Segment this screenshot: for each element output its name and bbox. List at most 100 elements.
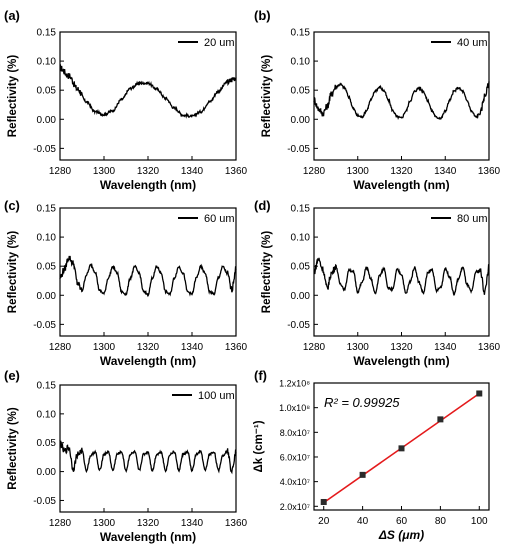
x-tick-label: 1360 xyxy=(478,166,501,177)
y-axis-title: Reflectivity (%) xyxy=(261,55,273,138)
x-tick-label: 1360 xyxy=(225,518,248,529)
x-tick-label: 100 xyxy=(471,516,488,527)
x-tick-label: 1340 xyxy=(434,166,457,177)
x-tick-label: 20 xyxy=(318,516,330,527)
series-line xyxy=(59,64,237,119)
panel-label: (a) xyxy=(4,8,20,23)
chart-panel: (c) 1280 1300 1320 1340 1360 -0.05 0.00 0.05 0.10… xyxy=(4,198,248,368)
chart-panel: (e) 1280 1300 1320 1340 1360 -0.05 0.00 0.05 0.10… xyxy=(4,368,248,544)
x-axis-title: Wavelength (nm) xyxy=(100,354,196,368)
x-tick-label: 40 xyxy=(357,516,369,527)
panel-label: (c) xyxy=(4,198,20,213)
x-tick-label: 1300 xyxy=(347,166,370,177)
data-point xyxy=(437,416,444,423)
legend-label: 80 um xyxy=(457,213,488,225)
chart-panel: (a) 1280 1300 1320 1340 1360 -0.05 0.00 0.05 0.10… xyxy=(4,8,248,192)
x-tick-label: 1300 xyxy=(347,342,370,353)
x-tick-label: 1280 xyxy=(49,342,72,353)
y-tick-label: 2.0x10⁷ xyxy=(280,502,310,512)
y-axis-title: Reflectivity (%) xyxy=(7,407,19,490)
x-tick-label: 1340 xyxy=(434,342,457,353)
x-tick-label: 1360 xyxy=(225,342,248,353)
y-tick-label: 0.00 xyxy=(37,291,57,302)
y-tick-label: 4.0x10⁷ xyxy=(280,477,310,487)
panel-label: (d) xyxy=(254,198,271,213)
chart-panel: (b) 1280 1300 1320 1340 1360 -0.05 0.00 0.05 0.10… xyxy=(254,8,501,192)
x-tick-label: 1320 xyxy=(137,342,160,353)
y-tick-label: -0.05 xyxy=(33,496,56,507)
y-tick-label: -0.05 xyxy=(33,144,56,155)
x-tick-label: 60 xyxy=(396,516,408,527)
y-tick-label: -0.05 xyxy=(33,320,56,331)
y-tick-label: 0.00 xyxy=(291,291,311,302)
x-tick-label: 1320 xyxy=(137,166,160,177)
legend-label: 60 um xyxy=(204,213,235,225)
r-squared-annotation: R² = 0.99925 xyxy=(324,395,400,410)
x-tick-label: 1300 xyxy=(93,518,116,529)
chart-panel: (f) 20 40 60 80 100 2.0x10⁷ 4.0x10⁷ 6.0x10⁷ 8.0x1… xyxy=(253,368,490,542)
legend-label: 20 um xyxy=(204,37,235,49)
x-axis-title: Wavelength (nm) xyxy=(353,354,449,368)
data-point xyxy=(320,498,327,505)
x-tick-label: 1360 xyxy=(478,342,501,353)
series-line xyxy=(59,255,237,298)
y-tick-label: 0.10 xyxy=(37,233,57,244)
x-tick-label: 1340 xyxy=(181,166,204,177)
y-tick-label: 0.10 xyxy=(291,57,311,68)
y-axis-title: Reflectivity (%) xyxy=(7,55,19,138)
y-tick-label: 0.05 xyxy=(37,262,57,273)
y-axis-title: Reflectivity (%) xyxy=(7,231,19,314)
y-tick-label: 0.15 xyxy=(291,28,311,39)
data-point xyxy=(476,390,483,397)
x-tick-label: 1280 xyxy=(49,166,72,177)
x-tick-label: 1320 xyxy=(390,166,413,177)
data-point xyxy=(359,471,366,478)
y-tick-label: 0.00 xyxy=(37,115,57,126)
y-tick-label: 0.00 xyxy=(291,115,311,126)
y-tick-label: 1.0x10⁸ xyxy=(279,403,310,413)
chart-panel: (d) 1280 1300 1320 1340 1360 -0.05 0.00 0.05 0.10… xyxy=(254,198,501,368)
plot-frame xyxy=(59,384,237,513)
y-tick-label: 0.05 xyxy=(291,86,311,97)
y-axis-title: Reflectivity (%) xyxy=(261,231,273,314)
x-tick-label: 1280 xyxy=(49,518,72,529)
x-axis-title: Wavelength (nm) xyxy=(100,178,196,192)
series-line xyxy=(59,440,237,475)
y-tick-label: 0.10 xyxy=(37,409,57,420)
y-tick-label: -0.05 xyxy=(287,320,310,331)
x-tick-label: 1280 xyxy=(303,166,326,177)
panel-label: (b) xyxy=(254,8,271,23)
panel-label: (e) xyxy=(4,368,20,383)
y-tick-label: 6.0x10⁷ xyxy=(280,452,310,462)
legend-label: 100 um xyxy=(198,390,235,402)
y-tick-label: 1.2x10⁸ xyxy=(279,379,310,389)
y-tick-label: 0.10 xyxy=(291,233,311,244)
plot-frame xyxy=(313,31,490,161)
x-tick-label: 1360 xyxy=(225,166,248,177)
panel-label: (f) xyxy=(254,368,267,383)
x-tick-label: 1300 xyxy=(93,166,116,177)
plot-frame xyxy=(59,207,237,337)
y-tick-label: 0.05 xyxy=(37,438,57,449)
series-line xyxy=(313,257,490,297)
y-tick-label: 0.15 xyxy=(291,204,311,215)
x-tick-label: 80 xyxy=(435,516,447,527)
y-tick-label: 0.05 xyxy=(291,262,311,273)
x-axis-title: Wavelength (nm) xyxy=(353,178,449,192)
y-tick-label: 0.15 xyxy=(37,381,57,392)
y-tick-label: -0.05 xyxy=(287,144,310,155)
x-tick-label: 1300 xyxy=(93,342,116,353)
plot-frame xyxy=(313,207,490,337)
data-point xyxy=(398,445,405,452)
x-tick-label: 1340 xyxy=(181,342,204,353)
plot-frame xyxy=(59,31,237,161)
y-tick-label: 0.05 xyxy=(37,86,57,97)
x-tick-label: 1340 xyxy=(181,518,204,529)
x-axis-title: ΔS (μm) xyxy=(378,528,424,542)
x-tick-label: 1320 xyxy=(390,342,413,353)
legend-label: 40 um xyxy=(457,37,488,49)
y-tick-label: 0.00 xyxy=(37,467,57,478)
y-tick-label: 0.10 xyxy=(37,57,57,68)
y-tick-label: 0.15 xyxy=(37,204,57,215)
